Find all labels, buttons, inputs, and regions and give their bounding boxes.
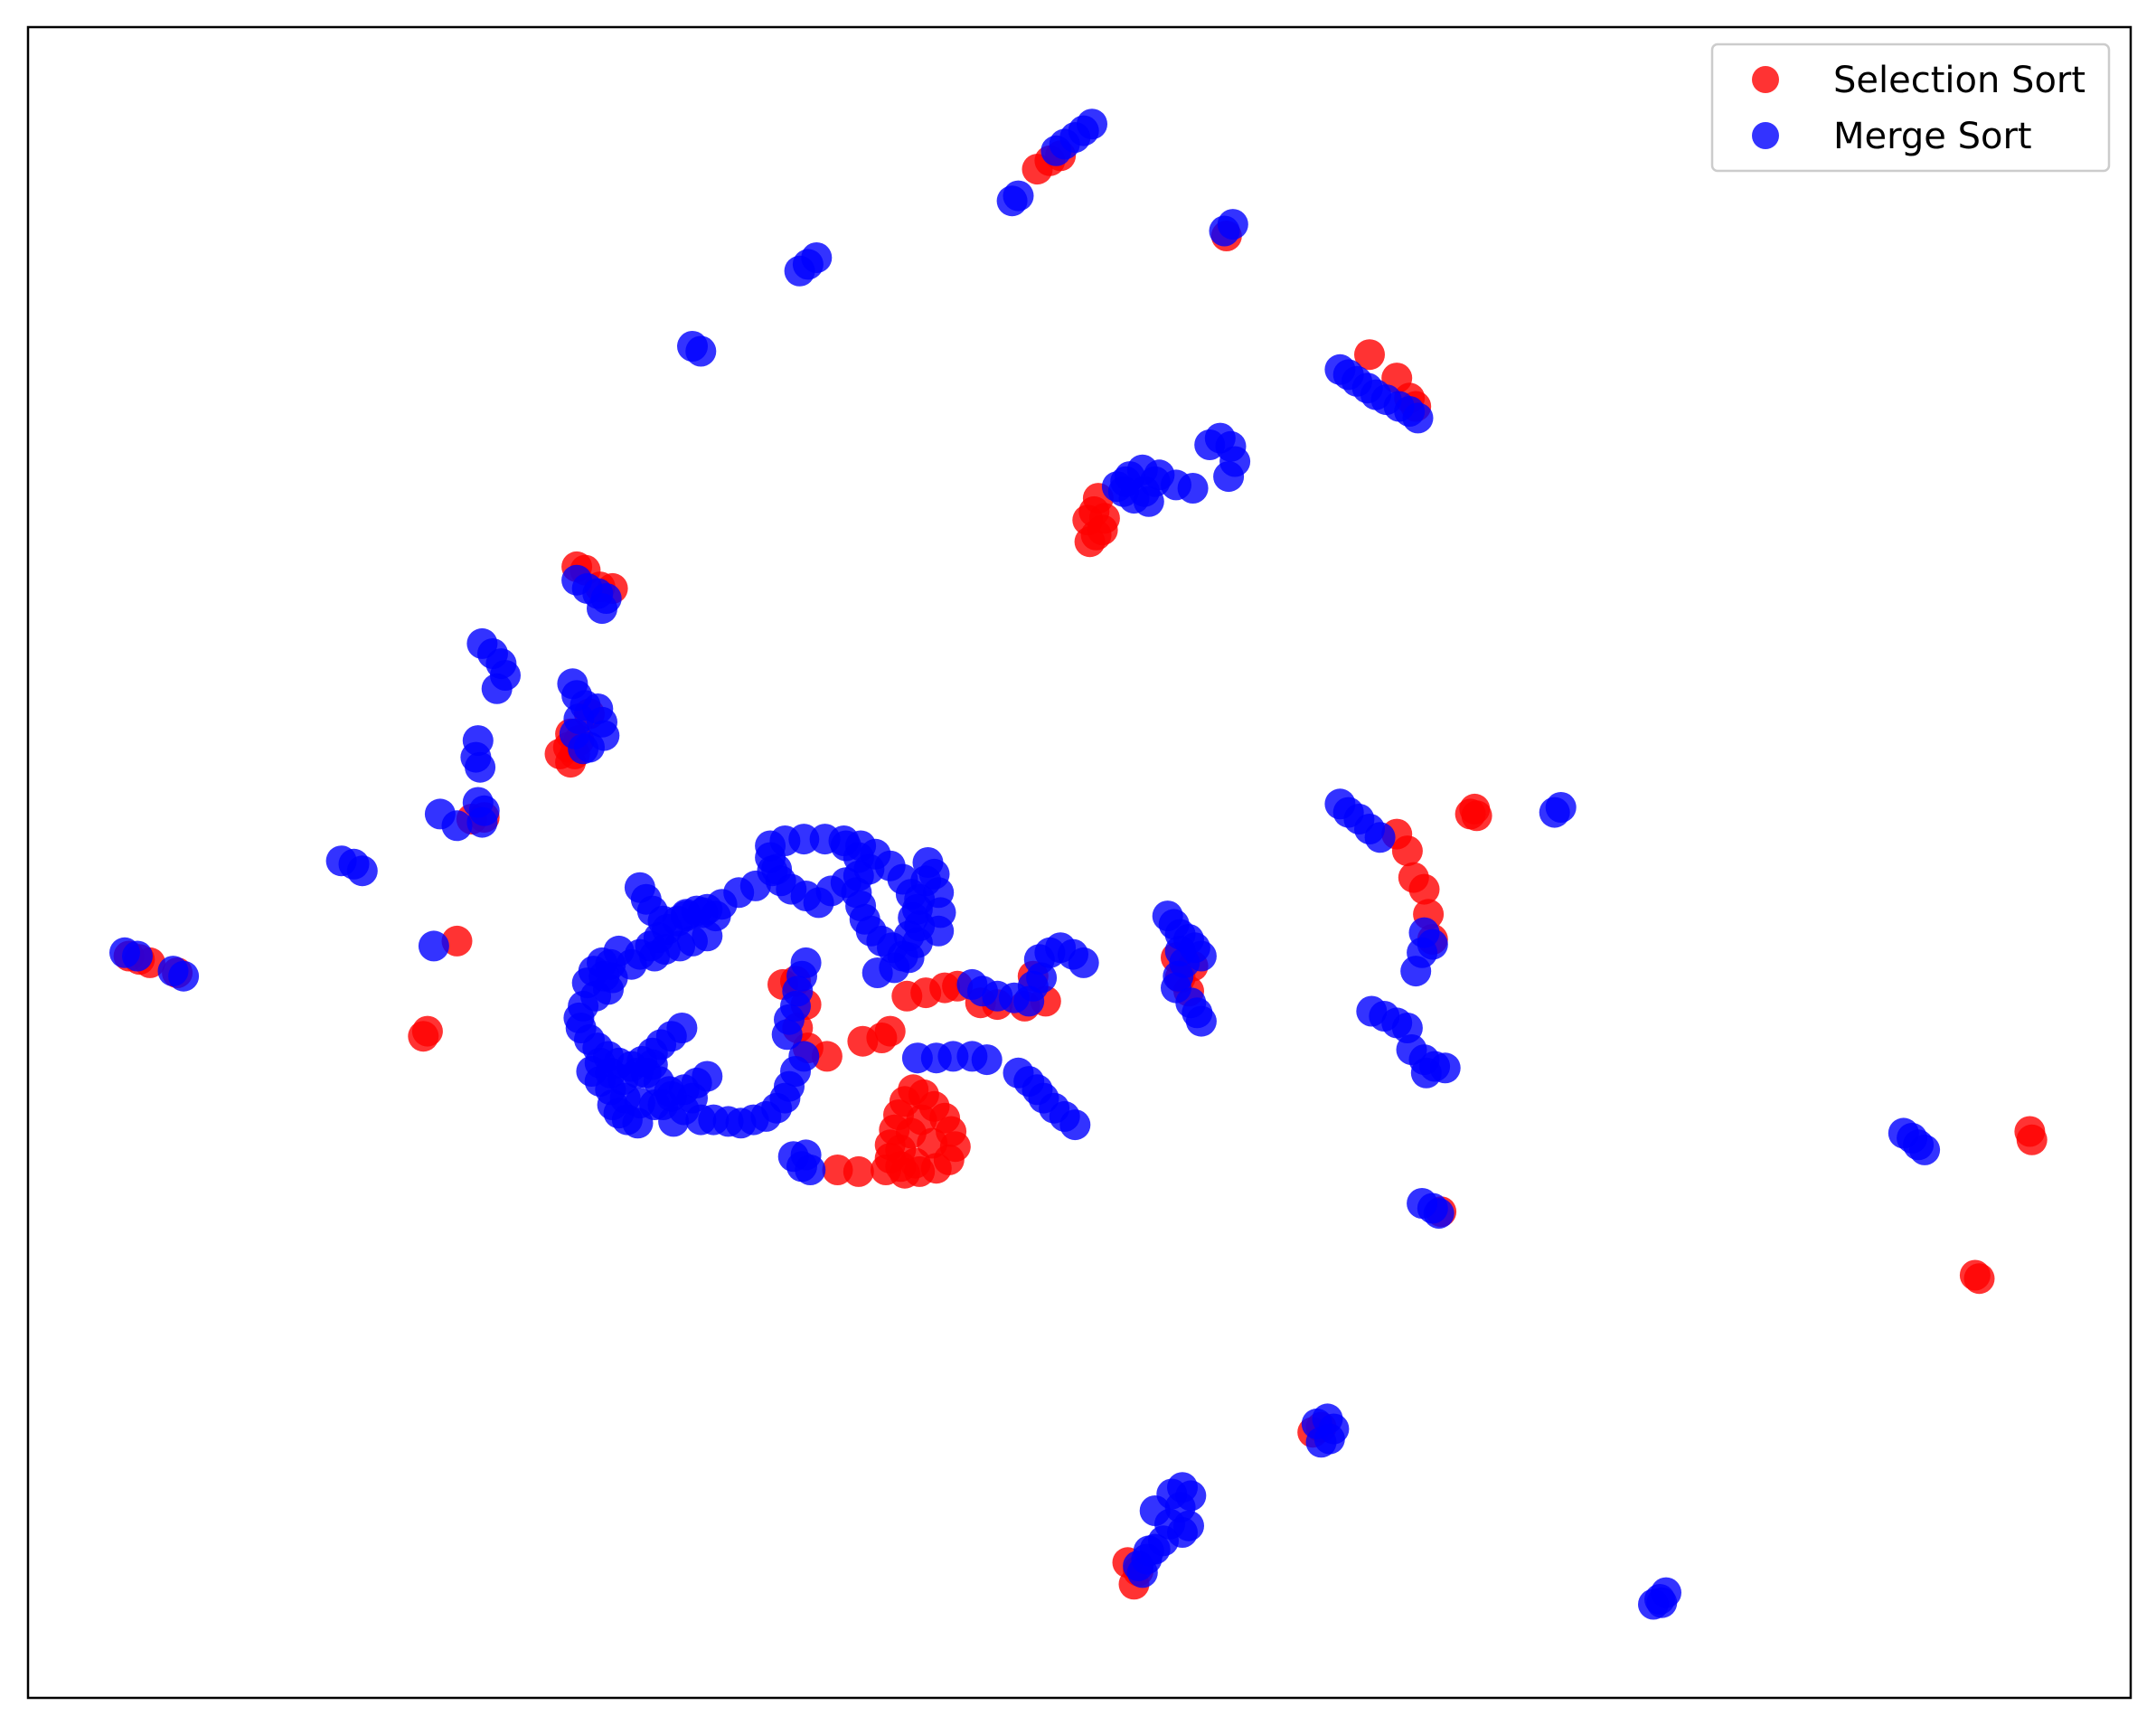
point-selection-sort [1391, 835, 1423, 867]
point-selection-sort [1074, 526, 1106, 558]
point-merge-sort [923, 915, 955, 947]
point-merge-sort [1133, 485, 1164, 517]
legend-label-merge-sort: Merge Sort [1833, 116, 2032, 157]
point-merge-sort [1545, 792, 1577, 823]
point-merge-sort [788, 824, 820, 855]
legend-entry-merge-sort: Merge Sort [1752, 116, 2032, 157]
point-selection-sort [411, 1015, 443, 1047]
point-merge-sort [830, 830, 861, 862]
point-merge-sort [441, 810, 473, 842]
point-selection-sort [1963, 1263, 1995, 1295]
point-merge-sort [1003, 180, 1034, 212]
point-merge-sort [1305, 1427, 1337, 1458]
point-merge-sort [685, 335, 717, 367]
point-merge-sort [1059, 1109, 1091, 1141]
point-merge-sort [692, 920, 723, 952]
point-merge-sort [1133, 1535, 1164, 1567]
point-merge-sort [1068, 947, 1099, 978]
point-merge-sort [481, 673, 513, 704]
point-selection-sort [1354, 339, 1385, 371]
legend-marker-merge-sort [1752, 122, 1779, 149]
point-merge-sort [622, 1108, 654, 1139]
legend-box [1710, 42, 2111, 173]
point-merge-sort [1173, 1510, 1204, 1541]
point-merge-sort [801, 242, 833, 273]
point-merge-sort [788, 1041, 820, 1072]
point-merge-sort [346, 855, 378, 887]
point-merge-sort [1400, 956, 1432, 987]
point-merge-sort [466, 806, 498, 838]
point-selection-sort [906, 1104, 937, 1136]
point-merge-sort [1423, 1198, 1455, 1230]
point-selection-sort [441, 925, 473, 957]
point-merge-sort [971, 1044, 1003, 1076]
point-merge-sort [666, 1013, 698, 1043]
point-merge-sort [1026, 962, 1058, 994]
point-selection-sort [2016, 1124, 2048, 1155]
point-merge-sort [1177, 473, 1209, 504]
point-merge-sort [790, 1139, 822, 1171]
point-merge-sort [1164, 935, 1196, 966]
point-merge-sort [761, 853, 793, 885]
point-merge-sort [861, 957, 893, 988]
points-layer [109, 108, 2048, 1620]
point-selection-sort [874, 1015, 906, 1047]
point-selection-sort [885, 1151, 917, 1183]
point-merge-sort [168, 960, 200, 992]
point-merge-sort [1402, 402, 1434, 434]
point-merge-sort [624, 872, 655, 903]
point-merge-sort [692, 1060, 723, 1092]
point-merge-sort [630, 1057, 662, 1089]
legend-marker-selection-sort [1752, 66, 1779, 93]
legend: Selection Sort Merge Sort [1710, 42, 2111, 173]
legend-entry-selection-sort: Selection Sort [1752, 60, 2085, 101]
point-selection-sort [1408, 873, 1440, 905]
point-selection-sort [843, 1155, 874, 1187]
point-merge-sort [587, 593, 617, 625]
point-merge-sort [1364, 822, 1396, 853]
point-merge-sort [1217, 209, 1248, 240]
point-merge-sort [465, 751, 496, 783]
point-merge-sort [1110, 466, 1142, 497]
plot-area [28, 27, 2131, 1698]
point-merge-sort [1213, 461, 1245, 493]
point-merge-sort [1185, 1005, 1217, 1037]
point-selection-sort [1461, 800, 1492, 832]
point-selection-sort [811, 1041, 843, 1072]
point-selection-sort [1088, 503, 1120, 534]
point-merge-sort [1077, 108, 1107, 140]
point-merge-sort [1410, 1057, 1442, 1089]
point-merge-sort [122, 940, 153, 972]
legend-label-selection-sort: Selection Sort [1833, 60, 2085, 101]
point-merge-sort [1646, 1587, 1678, 1618]
point-merge-sort [418, 930, 449, 962]
plot-frame [26, 25, 2132, 1700]
point-merge-sort [574, 731, 605, 763]
point-merge-sort [587, 947, 617, 978]
point-merge-sort [790, 947, 822, 978]
point-merge-sort [1909, 1134, 1941, 1165]
